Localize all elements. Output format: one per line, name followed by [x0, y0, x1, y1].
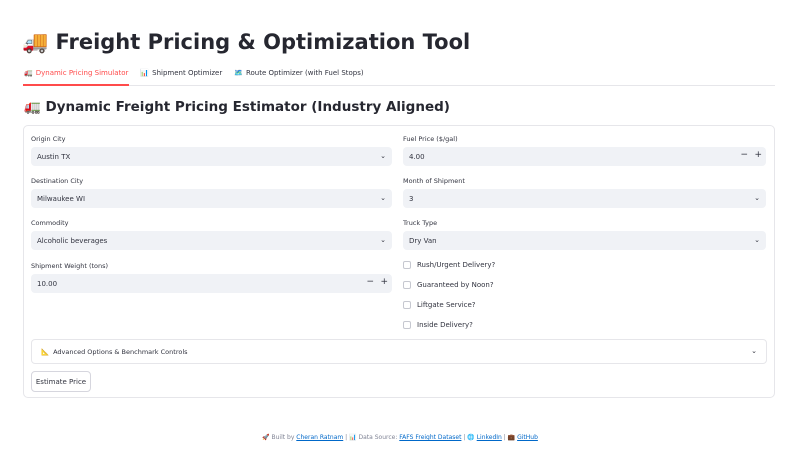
form-container [23, 125, 775, 398]
chevron-down-icon: ⌄ [754, 236, 760, 244]
minus-icon[interactable]: − [740, 150, 748, 160]
advanced-options-expander[interactable]: 📐 Advanced Options & Benchmark Controls ⌄ [31, 339, 767, 364]
footer: 🚀 Built by Cheran Ratnam | 📊 Data Source… [262, 434, 538, 441]
origin-select[interactable]: Austin TX ⌄ [31, 147, 392, 166]
estimate-price-button[interactable]: Estimate Price [31, 371, 91, 392]
truck-label: Truck Type [403, 219, 438, 227]
destination-label: Destination City [31, 177, 84, 185]
fuel-label: Fuel Price ($/gal) [403, 135, 458, 143]
plus-icon[interactable]: + [380, 277, 388, 287]
tab-route-optimizer[interactable]: 🗺️ Route Optimizer (with Fuel Stops) [234, 69, 364, 77]
chevron-down-icon: ⌄ [380, 194, 386, 202]
weight-label: Shipment Weight (tons) [31, 262, 109, 270]
month-select[interactable]: 3 ⌄ [403, 189, 766, 208]
noon-checkbox[interactable]: Guaranteed by Noon? [403, 281, 494, 289]
fuel-input[interactable]: 4.00− + [403, 147, 766, 166]
truck-icon: 🚛 [24, 69, 33, 77]
tab-shipment-optimizer[interactable]: 📊 Shipment Optimizer [140, 69, 223, 77]
chevron-down-icon: ⌄ [380, 152, 386, 160]
chevron-down-icon: ⌄ [751, 347, 757, 355]
liftgate-checkbox[interactable]: Liftgate Service? [403, 301, 476, 309]
chart-icon: 📊 [140, 69, 150, 77]
commodity-label: Commodity [31, 219, 69, 227]
map-icon: 🗺️ [234, 69, 243, 77]
truck-select[interactable]: Dry Van ⌄ [403, 231, 766, 250]
dataset-link[interactable]: FAFS Freight Dataset [399, 434, 462, 441]
month-label: Month of Shipment [403, 177, 465, 185]
tab-bar: 🚛 Dynamic Pricing Simulator 📊 Shipment Opt… [23, 68, 775, 86]
tab-dynamic-pricing[interactable]: 🚛 Dynamic Pricing Simulator [23, 68, 130, 86]
page-title: 🚚 Freight Pricing & Optimization Tool [22, 30, 471, 54]
rush-checkbox[interactable]: Rush/Urgent Delivery? [403, 261, 495, 269]
author-link[interactable]: Cheran Ratnam [296, 434, 344, 441]
minus-icon[interactable]: − [366, 277, 374, 287]
plus-icon[interactable]: + [754, 150, 762, 160]
chevron-down-icon: ⌄ [754, 194, 760, 202]
origin-label: Origin City [31, 135, 66, 143]
inside-delivery-checkbox[interactable]: Inside Delivery? [403, 321, 473, 329]
chevron-down-icon: ⌄ [380, 236, 386, 244]
weight-input[interactable]: 10.00− + [31, 274, 392, 293]
github-link[interactable]: GitHub [517, 434, 538, 441]
linkedin-link[interactable]: LinkedIn [476, 434, 502, 441]
ruler-icon: 📐 [41, 347, 50, 356]
commodity-select[interactable]: Alcoholic beverages ⌄ [31, 231, 392, 250]
section-title: 🚛 Dynamic Freight Pricing Estimator (Ind… [24, 99, 450, 115]
destination-select[interactable]: Milwaukee WI ⌄ [31, 189, 392, 208]
